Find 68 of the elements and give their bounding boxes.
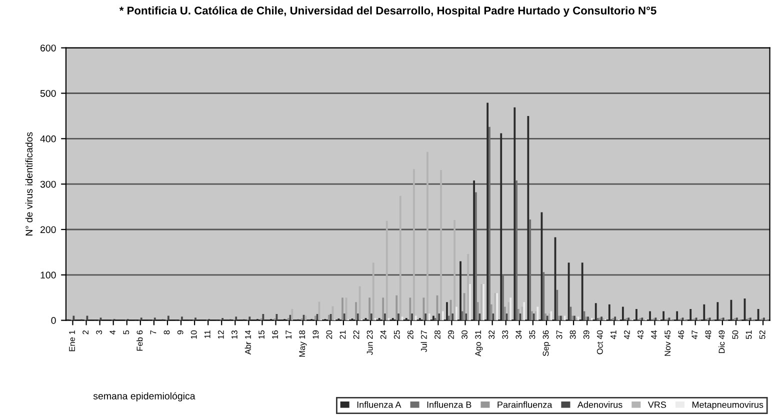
x-tick-label: Ago 31 bbox=[475, 330, 483, 356]
x-tick-label: 50 bbox=[732, 330, 738, 339]
x-tick-label: 8 bbox=[164, 330, 170, 334]
x-tick-label: 25 bbox=[394, 330, 400, 339]
x-tick-label: Oct 40 bbox=[596, 330, 603, 354]
x-tick-label: 16 bbox=[272, 330, 278, 339]
x-axis-title: semana epidemiológica bbox=[93, 392, 196, 402]
x-tick-label: Sep 36 bbox=[542, 330, 550, 356]
x-tick-label: May 18 bbox=[299, 330, 307, 357]
x-tick-label: 41 bbox=[610, 330, 616, 340]
legend-label: Parainfluenza bbox=[498, 401, 552, 408]
x-tick-label: 15 bbox=[258, 330, 264, 339]
y-tick-label: 500 bbox=[40, 90, 56, 97]
x-tick-label: 47 bbox=[692, 330, 698, 340]
y-axis-title: N° de virus identificados bbox=[25, 132, 33, 236]
x-tick-label: 5 bbox=[123, 330, 130, 334]
x-tick-label: 39 bbox=[583, 330, 590, 339]
x-tick-label: 29 bbox=[448, 330, 454, 339]
x-tick-label: 20 bbox=[326, 330, 332, 339]
legend-label: VRS bbox=[648, 402, 666, 408]
legend-label: Influenza B bbox=[427, 401, 472, 408]
x-tick-label: Feb 6 bbox=[136, 330, 143, 351]
x-tick-label: 52 bbox=[759, 330, 766, 339]
x-tick-label: 22 bbox=[353, 330, 360, 339]
x-tick-label: 19 bbox=[312, 330, 319, 339]
x-tick-label: 42 bbox=[624, 330, 630, 340]
y-tick-label: 400 bbox=[40, 135, 56, 142]
x-tick-label: 10 bbox=[190, 330, 197, 339]
legend-label: Adenovirus bbox=[577, 401, 622, 408]
x-tick-label: 24 bbox=[380, 330, 386, 339]
x-tick-label: 46 bbox=[678, 330, 684, 340]
x-tick-label: 4 bbox=[110, 330, 116, 334]
x-tick-label: Nov 45 bbox=[664, 330, 671, 356]
x-tick-label: 11 bbox=[204, 330, 210, 338]
y-tick-label: 0 bbox=[51, 317, 56, 324]
x-tick-label: 48 bbox=[705, 330, 712, 340]
x-tick-label: 34 bbox=[516, 330, 522, 339]
x-tick-label: 32 bbox=[488, 330, 495, 339]
x-tick-label: 2 bbox=[82, 330, 88, 334]
x-tick-label: 3 bbox=[96, 330, 102, 334]
x-tick-label: Dic 49 bbox=[718, 330, 725, 353]
y-tick-label: 200 bbox=[40, 226, 56, 234]
x-tick-label: 33 bbox=[502, 330, 508, 339]
x-tick-label: 51 bbox=[746, 330, 752, 339]
y-tick-label: 600 bbox=[40, 44, 56, 52]
y-tick-label: 300 bbox=[40, 180, 56, 188]
x-tick-label: 35 bbox=[529, 330, 536, 339]
x-tick-label: 38 bbox=[570, 330, 576, 339]
legend-label: Influenza A bbox=[357, 401, 402, 408]
x-tick-label: Jul 27 bbox=[420, 330, 427, 352]
x-tick-label: 17 bbox=[286, 330, 292, 339]
x-tick-label: Abr 14 bbox=[244, 330, 251, 355]
x-tick-label: 28 bbox=[434, 330, 440, 339]
x-tick-label: 26 bbox=[407, 330, 414, 339]
x-tick-label: 43 bbox=[638, 330, 644, 340]
y-tick-label: 100 bbox=[40, 272, 56, 279]
x-tick-label: 30 bbox=[462, 330, 468, 339]
x-tick-label: 13 bbox=[231, 330, 238, 339]
x-tick-label: 21 bbox=[340, 330, 346, 339]
x-tick-label: 37 bbox=[556, 330, 562, 339]
legend-label: Metapneumovirus bbox=[692, 401, 764, 410]
x-tick-label: 12 bbox=[218, 330, 224, 339]
x-tick-label: 7 bbox=[150, 330, 156, 334]
x-tick-label: Jun 23 bbox=[366, 330, 373, 355]
x-tick-label: 9 bbox=[177, 330, 184, 334]
x-tick-label: Ene 1 bbox=[69, 330, 75, 352]
x-tick-label: 44 bbox=[651, 330, 657, 340]
chart-title: * Pontificia U. Católica de Chile, Universidad del Desarrollo, Hospital Padre Hurtado y Consultorio N°5 bbox=[119, 6, 656, 17]
